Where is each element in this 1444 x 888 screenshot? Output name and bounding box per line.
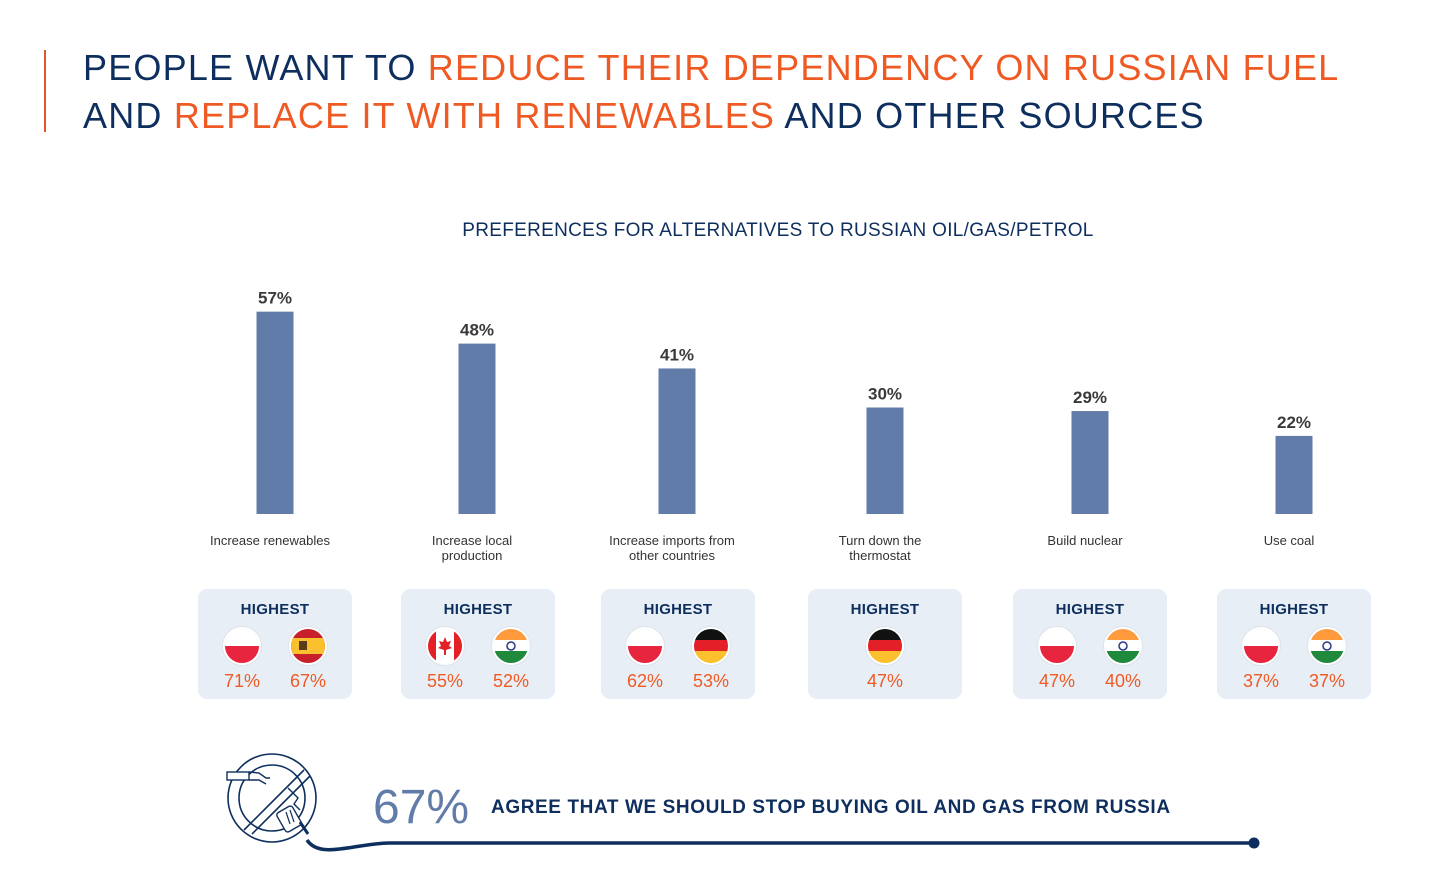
value-label-3: 30% <box>868 385 902 404</box>
category-label-2: Increase imports from <box>609 533 735 548</box>
poland-flag-icon <box>223 627 261 665</box>
country-item: 55% <box>426 627 464 692</box>
country-percent: 37% <box>1242 671 1280 691</box>
bar-1 <box>458 343 496 514</box>
country-percent: 67% <box>289 671 327 691</box>
card-title: HIGHEST <box>643 601 713 618</box>
flag-row: 37% 37% <box>1217 627 1371 692</box>
headline-highlight: REDUCE THEIR DEPENDENCY ON RUSSIAN FUEL <box>427 47 1340 88</box>
category-label-3: Turn down the <box>839 533 922 548</box>
country-item: 37% <box>1308 627 1346 692</box>
highest-card: HIGHEST 47% 40% <box>1013 589 1167 699</box>
germany-flag-icon <box>866 627 904 665</box>
country-item: 47% <box>866 627 904 692</box>
country-item: 40% <box>1104 627 1142 692</box>
category-label-1: production <box>442 548 503 563</box>
flag-row: 47% 40% <box>1013 627 1167 692</box>
country-percent: 53% <box>692 671 730 691</box>
value-label-0: 57% <box>258 289 292 308</box>
country-percent: 37% <box>1308 671 1346 691</box>
chart-title: PREFERENCES FOR ALTERNATIVES TO RUSSIAN … <box>462 220 1094 241</box>
country-item: 67% <box>289 627 327 692</box>
highest-card: HIGHEST 62% 53% <box>601 589 755 699</box>
headline-segment: AND <box>83 95 174 136</box>
category-label-4: Build nuclear <box>1047 533 1123 548</box>
headline-accent-bar <box>44 50 46 132</box>
poland-flag-icon <box>1242 627 1280 665</box>
poland-flag-icon <box>626 627 664 665</box>
category-label-0: Increase renewables <box>210 533 330 548</box>
headline-segment: AND OTHER SOURCES <box>775 95 1205 136</box>
card-title: HIGHEST <box>1259 601 1329 618</box>
card-title: HIGHEST <box>850 601 920 618</box>
category-label-3: thermostat <box>849 548 911 563</box>
category-label-2: other countries <box>629 548 715 563</box>
country-item: 71% <box>223 627 261 692</box>
value-label-5: 22% <box>1277 413 1311 432</box>
canada-flag-icon <box>426 627 464 665</box>
no-fuel-pump-icon <box>226 753 317 843</box>
hose-path <box>305 838 1254 852</box>
flag-row: 47% <box>808 627 962 692</box>
bar-0 <box>256 311 294 514</box>
value-label-4: 29% <box>1073 388 1107 407</box>
highest-card: HIGHEST 47% <box>808 589 962 699</box>
flag-row: 71% 67% <box>198 627 352 692</box>
country-item: 62% <box>626 627 664 692</box>
highest-card: HIGHEST 55% 52% <box>401 589 555 699</box>
headline-segment: PEOPLE WANT TO <box>83 47 428 88</box>
country-percent: 71% <box>223 671 261 691</box>
india-flag-icon <box>492 627 530 665</box>
country-item: 53% <box>692 627 730 692</box>
value-label-1: 48% <box>460 321 494 340</box>
country-item: 47% <box>1038 627 1076 692</box>
germany-flag-icon <box>692 627 730 665</box>
value-label-2: 41% <box>660 345 694 364</box>
agree-percent: 67% <box>373 781 470 834</box>
country-percent: 55% <box>426 671 464 691</box>
country-percent: 62% <box>626 671 664 691</box>
country-item: 37% <box>1242 627 1280 692</box>
india-flag-icon <box>1308 627 1346 665</box>
country-percent: 40% <box>1104 671 1142 691</box>
country-percent: 52% <box>492 671 530 691</box>
bar-5 <box>1275 435 1313 514</box>
page-headline: PEOPLE WANT TO REDUCE THEIR DEPENDENCY O… <box>83 44 1339 140</box>
hose-end-dot <box>1248 837 1260 849</box>
flag-row: 55% 52% <box>401 627 555 692</box>
category-label-5: Use coal <box>1264 533 1315 548</box>
india-flag-icon <box>1104 627 1142 665</box>
card-title: HIGHEST <box>1055 601 1125 618</box>
spain-flag-icon <box>289 627 327 665</box>
country-percent: 47% <box>866 671 904 691</box>
headline-highlight: REPLACE IT WITH RENEWABLES <box>173 95 776 136</box>
flag-row: 62% 53% <box>601 627 755 692</box>
agree-statement: AGREE THAT WE SHOULD STOP BUYING OIL AND… <box>491 797 1171 818</box>
card-title: HIGHEST <box>443 601 513 618</box>
highest-card: HIGHEST 71% 67% <box>198 589 352 699</box>
bar-4 <box>1071 411 1109 514</box>
card-title: HIGHEST <box>240 601 310 618</box>
bar-3 <box>866 407 904 514</box>
highest-card: HIGHEST 37% 37% <box>1217 589 1371 699</box>
category-label-1: Increase local <box>432 533 512 548</box>
country-percent: 47% <box>1038 671 1076 691</box>
bar-2 <box>658 368 696 514</box>
country-item: 52% <box>492 627 530 692</box>
poland-flag-icon <box>1038 627 1076 665</box>
